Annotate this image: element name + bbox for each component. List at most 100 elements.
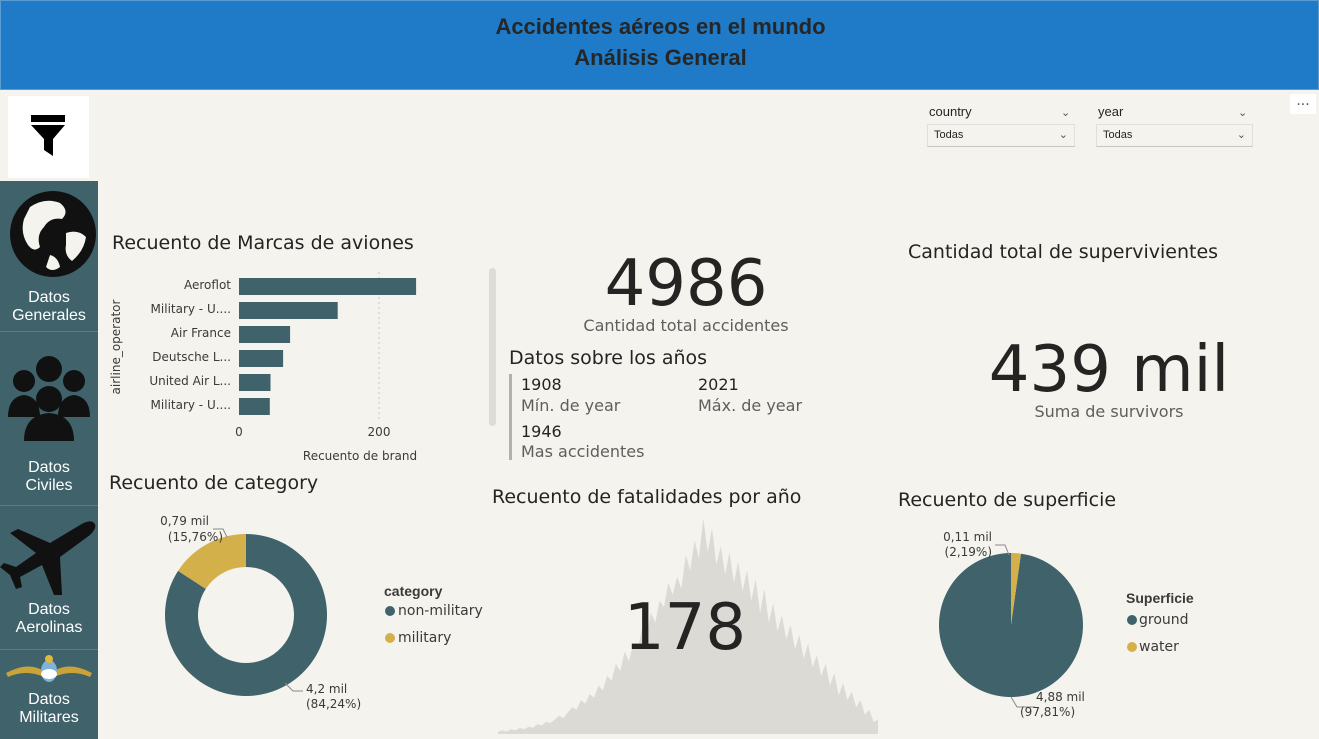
- legend-title: Superficie: [1126, 590, 1194, 606]
- surface-pie-chart: 0,11 mil(2,19%) 4,88 mil(97,81%) Superfici…: [939, 530, 1194, 719]
- bar: [239, 398, 270, 415]
- legend-marker: [385, 633, 395, 643]
- airplane-icon: [0, 521, 96, 595]
- sidebar-divider: [0, 505, 98, 506]
- fatalities-kpi-value: 178: [623, 591, 747, 665]
- y-tick-label: Air France: [171, 326, 231, 340]
- x-axis-label: Recuento de brand: [303, 449, 417, 463]
- country-dropdown-value: Todas: [934, 129, 964, 141]
- sidebar-label-civiles: Datos Civiles: [0, 459, 98, 495]
- years-card-accent: [509, 374, 512, 460]
- filter-button[interactable]: [8, 96, 89, 178]
- accidents-kpi-value: 4986: [604, 247, 768, 321]
- leader-line: [1010, 696, 1035, 708]
- y-tick-label: United Air L...: [149, 374, 231, 388]
- bar: [239, 302, 338, 319]
- sidebar-item-militares[interactable]: Datos Militares: [0, 651, 98, 739]
- legend-item: ground: [1139, 612, 1189, 628]
- brand-bar-chart: 0 200 Aeroflot Military - U.... Air France De…: [109, 272, 417, 463]
- y-tick-label: Deutsche L...: [152, 350, 231, 364]
- leader-line: [213, 528, 228, 538]
- bar: [239, 374, 271, 391]
- sidebar-item-civiles[interactable]: Datos Civiles: [0, 333, 98, 503]
- fatalities-chart-title: Recuento de fatalidades por año: [492, 486, 802, 508]
- sidebar-label-generales: Datos Generales: [0, 289, 98, 325]
- country-slicer: country ⌄ Todas ⌄: [927, 104, 1077, 152]
- leader-line: [995, 544, 1010, 556]
- chevron-down-icon: ⌄: [1058, 129, 1068, 141]
- legend-marker: [1127, 642, 1137, 652]
- data-label: 4,2 mil: [306, 682, 347, 696]
- sidebar-label-line1: Datos: [28, 289, 70, 306]
- survivors-kpi-label: Suma de survivors: [1034, 402, 1184, 421]
- survivors-kpi-value: 439 mil: [988, 333, 1230, 407]
- data-label: (2,19%): [945, 545, 992, 559]
- category-donut-chart: 0,79 mil (15,76%) 4,2 mil(84,24%) category n…: [160, 514, 483, 711]
- legend-marker: [385, 606, 395, 616]
- sidebar-item-aerolinas[interactable]: Datos Aerolinas: [0, 507, 98, 647]
- y-axis-label: airline_operator: [109, 299, 123, 394]
- x-tick-label: 200: [368, 425, 391, 439]
- donut-slice: [178, 534, 246, 589]
- x-tick-label: 0: [235, 425, 243, 439]
- sidebar-label-line1: Datos: [28, 691, 70, 708]
- y-tick-label: Aeroflot: [184, 278, 231, 292]
- brand-chart-title: Recuento de Marcas de aviones: [112, 232, 414, 254]
- sidebar-label-line2: Militares: [19, 709, 79, 726]
- year-min-label: Mín. de year: [521, 396, 621, 415]
- more-options-button[interactable]: ...: [1290, 94, 1316, 114]
- year-slicer-label: year: [1098, 104, 1124, 119]
- data-label: 0,11 mil: [943, 530, 992, 544]
- year-max-value: 2021: [698, 375, 739, 394]
- sidebar-label-line2: Aerolinas: [15, 619, 83, 636]
- sidebar-label-line2: Generales: [12, 307, 86, 324]
- chevron-down-icon[interactable]: ⌄: [1061, 107, 1071, 119]
- data-label: (84,24%): [306, 697, 361, 711]
- more-options-icon: ...: [1296, 93, 1310, 109]
- sidebar-label-line1: Datos: [28, 601, 70, 618]
- sidebar-label-line1: Datos: [28, 459, 70, 476]
- chevron-down-icon[interactable]: ⌄: [1238, 107, 1248, 119]
- country-slicer-label: country: [929, 104, 972, 119]
- y-tick-label: Military - U....: [151, 398, 231, 412]
- year-min-value: 1908: [521, 375, 562, 394]
- legend-item: water: [1139, 639, 1179, 655]
- data-label: (97,81%): [1020, 705, 1075, 719]
- bar: [239, 278, 417, 295]
- sidebar-label-line2: Civiles: [25, 477, 73, 494]
- sidebar-divider: [0, 649, 98, 650]
- donut-slice: [165, 534, 327, 696]
- bar: [239, 350, 284, 367]
- leader-line: [284, 682, 303, 692]
- year-dropdown-value: Todas: [1103, 129, 1133, 141]
- sidebar-label-aerolinas: Datos Aerolinas: [0, 601, 98, 637]
- pie-slice: [939, 552, 1083, 697]
- scrollbar[interactable]: [489, 268, 496, 426]
- people-icon: [8, 356, 90, 441]
- year-slicer: year ⌄ Todas ⌄: [1096, 104, 1254, 152]
- sidebar-nav: Datos Generales Datos Civiles Datos Aero…: [0, 181, 98, 739]
- accidents-kpi-label: Cantidad total accidentes: [583, 316, 789, 335]
- sidebar-item-generales[interactable]: Datos Generales: [0, 181, 98, 329]
- legend-marker: [1127, 615, 1137, 625]
- sidebar-label-militares: Datos Militares: [0, 691, 98, 727]
- report-title-line2: Análisis General: [574, 45, 747, 70]
- data-label: (15,76%): [168, 530, 223, 544]
- area-series: [498, 518, 878, 734]
- year-peak-value: 1946: [521, 422, 562, 441]
- years-card-title: Datos sobre los años: [509, 347, 708, 369]
- report-title-line1: Accidentes aéreos en el mundo: [495, 14, 826, 39]
- country-dropdown[interactable]: Todas ⌄: [927, 124, 1075, 147]
- legend-item: non-military: [398, 603, 483, 619]
- y-tick-label: Military - U....: [151, 302, 231, 316]
- survivors-title: Cantidad total de supervivientes: [908, 241, 1219, 263]
- filter-icon: [31, 115, 65, 156]
- legend-item: military: [398, 630, 451, 646]
- legend-title: category: [384, 583, 443, 599]
- data-label: 0,79 mil: [160, 514, 209, 528]
- report-title: Accidentes aéreos en el mundo Análisis G…: [1, 11, 1319, 73]
- year-peak-label: Mas accidentes: [521, 442, 645, 461]
- category-chart-title: Recuento de category: [109, 472, 319, 494]
- bar: [239, 326, 291, 343]
- year-dropdown[interactable]: Todas ⌄: [1096, 124, 1253, 147]
